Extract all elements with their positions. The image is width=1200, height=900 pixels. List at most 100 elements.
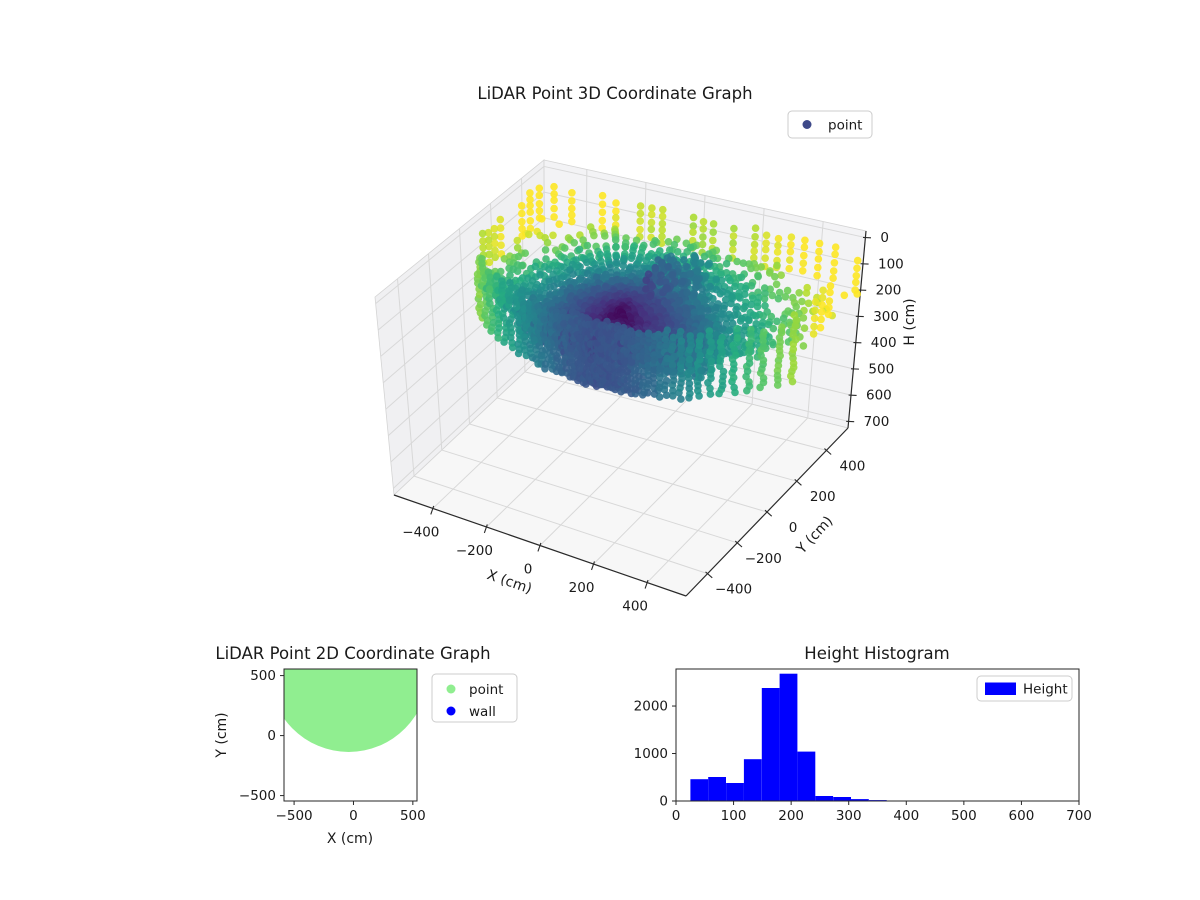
scatter-point [815,239,824,248]
scatter-point [555,220,563,228]
scatter-point [799,314,808,322]
grid-line [427,253,443,451]
scatter-point [497,232,505,241]
scatter-point [627,254,636,262]
scatter-point [535,200,544,208]
scatter-point [851,286,859,294]
scatter-point [525,230,533,239]
scatter-point [491,253,500,262]
scatter-point [550,204,558,213]
scatter-point [648,282,656,291]
scatter-point [485,242,493,251]
scatter-point [826,288,834,297]
scatter-point [646,292,655,300]
scatter-point [595,267,603,276]
scatter-point [601,282,610,291]
scatter-point [751,224,760,232]
scatter-point [761,302,769,310]
scatter-point [664,262,672,271]
scatter-point [747,264,755,273]
scatter-point [657,271,665,280]
scatter-point [719,325,727,333]
scatter-point [518,225,526,233]
tick-label: 300 [873,309,899,325]
scatter-point [698,240,707,249]
scatter-point [693,299,701,308]
scatter-point [800,243,809,251]
scatter-point [568,197,576,205]
scatter-point [693,267,701,275]
scatter-point [786,256,794,264]
scatter-point [709,294,717,303]
scatter-point [781,293,790,301]
tick-mark [705,571,713,579]
scatter-point [484,228,493,237]
scatter-point [712,275,720,284]
scatter-point [754,272,762,281]
scatter-point [497,241,505,249]
scatter-point [495,324,503,332]
scatter-point [535,207,544,215]
scatter-point [575,334,584,343]
tick-label: 200 [810,489,836,505]
scatter-point [518,232,526,240]
scatter-point [490,232,499,241]
scatter-point [536,271,544,279]
scatter-point [485,258,494,267]
scatter-point [831,250,839,259]
scatter-point [731,282,739,291]
scatter-point [787,241,795,249]
scatter-point [830,259,839,267]
scatter-point [674,313,683,321]
scatter-point [783,286,792,295]
scatter-point [490,224,499,233]
scatter-point [545,277,553,286]
scatter-point [729,239,737,247]
scatter-point [647,210,656,219]
scatter-point [590,231,598,240]
scatter-point [829,267,838,275]
scatter-point [737,273,746,282]
scatter-point [739,259,748,268]
scatter-point [521,249,529,257]
grid-line [593,403,753,565]
scatter-point [729,232,738,240]
scatter-point [672,320,680,328]
scatter-point [750,247,758,255]
scatter-point [491,239,499,248]
scatter-point [809,330,818,338]
scatter-point [840,291,849,300]
scatter-point [785,264,793,273]
scatter-point [478,229,487,238]
scatter-point [699,225,707,233]
scatter-point [648,204,656,212]
scatter-point [570,239,578,247]
scatter-point [711,306,719,315]
scatter-point [811,298,820,306]
scatter-point [601,232,609,240]
scatter-point [535,184,544,193]
scatter-point [598,208,607,217]
scatter-point [479,237,487,245]
scatter-point [736,317,745,325]
ticks-3d: −400−2000200400−400−20002004000100200300… [402,230,903,614]
tick-mark [483,524,488,534]
scatter-point [518,209,526,218]
scatter-point [550,213,558,221]
tick-label: 700 [864,414,890,430]
tick-label: 400 [871,335,897,351]
scatter-point [485,250,494,259]
scatter-point [819,286,827,295]
plot-3d: −400−2000200400−400−20002004000100200300… [374,84,918,615]
scatter-point [799,259,808,268]
scatter-point [761,254,769,262]
scatter-point [774,234,783,243]
tick-label: 0 [880,230,889,246]
scatter-point [818,301,826,309]
scatter-point [478,254,486,263]
scatter-point [673,261,681,269]
tick-label: 200 [569,580,595,596]
scatter-point [801,236,809,245]
tick-mark [764,509,773,517]
